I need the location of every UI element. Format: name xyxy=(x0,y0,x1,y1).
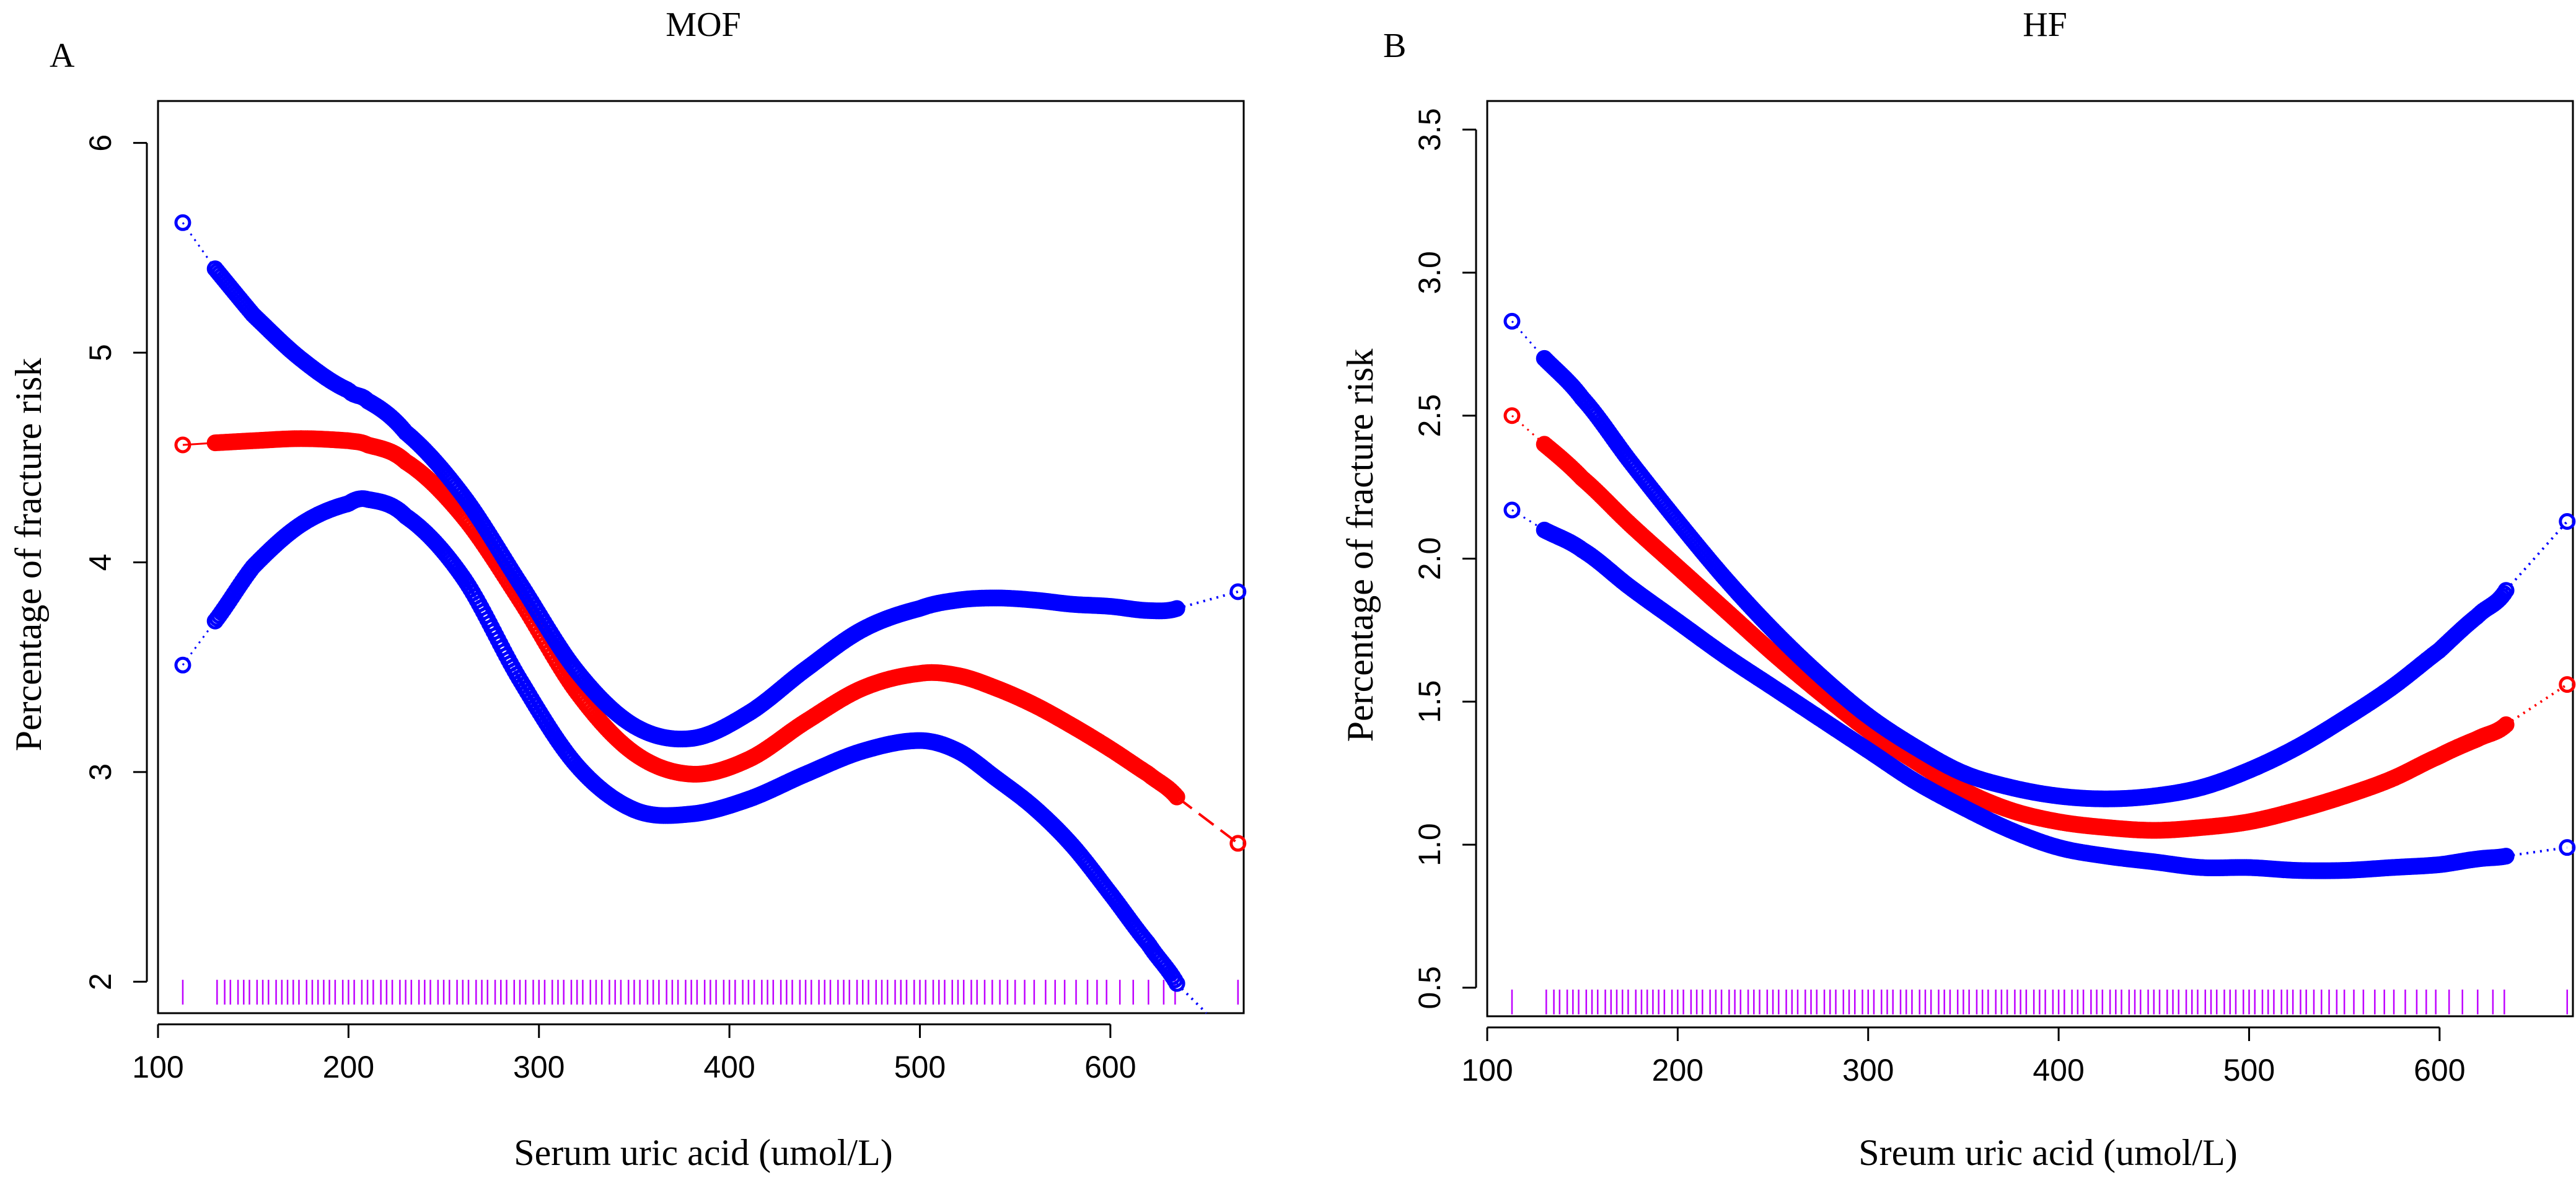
curve-connector xyxy=(2505,683,2568,726)
panel-hf: B HF Sreum uric acid (umol/L) Percentage… xyxy=(1340,6,2576,1173)
curve-point xyxy=(1168,600,1185,617)
curve-connector xyxy=(1176,983,1208,1014)
curve-connector xyxy=(2506,846,2568,858)
x-tick-label-a: 100 xyxy=(132,1050,183,1084)
y-tick-label-b: 3.0 xyxy=(1412,251,1447,294)
curve-connector xyxy=(1511,415,1545,445)
lower-ci-curve-a xyxy=(174,490,1208,1014)
x-tick-label-b: 600 xyxy=(2414,1053,2465,1088)
curve-point xyxy=(174,656,191,674)
y-tick-label-b: 1.5 xyxy=(1412,680,1447,724)
y-tick-label-b: 2.5 xyxy=(1412,394,1447,437)
curve-point xyxy=(2559,839,2576,856)
x-axis-label-a: Serum uric acid (umol/L) xyxy=(514,1132,892,1173)
lower-ci-curve-b xyxy=(1503,501,2576,879)
x-tick-label-a: 500 xyxy=(894,1050,946,1084)
y-tick-label-b: 1.0 xyxy=(1412,823,1447,866)
curve-point xyxy=(2497,848,2515,865)
curve-point xyxy=(1503,501,1521,519)
rug-a xyxy=(182,980,1239,1005)
x-tick-label-b: 100 xyxy=(1461,1053,1513,1088)
x-tick-label-b: 200 xyxy=(1652,1053,1703,1088)
curve-point xyxy=(1164,784,1181,801)
curve-point xyxy=(1229,583,1247,600)
y-tick-label-a: 4 xyxy=(83,554,118,571)
upper-ci-curve-a xyxy=(174,214,1247,748)
chart-title-mof: MOF xyxy=(666,6,741,44)
x-tick-label-b: 500 xyxy=(2223,1053,2275,1088)
y-tick-label-b: 2.0 xyxy=(1412,537,1447,581)
x-tick-label-a: 300 xyxy=(513,1050,565,1084)
x-axis-label-b: Sreum uric acid (umol/L) xyxy=(1858,1132,2237,1173)
curve-connector xyxy=(1176,796,1239,845)
y-tick-label-a: 6 xyxy=(83,134,118,152)
x-tick-label-b: 400 xyxy=(2033,1053,2084,1088)
curve-point xyxy=(2497,582,2515,599)
x-tick-label-a: 400 xyxy=(703,1050,755,1084)
y-tick-label-b: 0.5 xyxy=(1412,966,1447,1009)
panel-letter-b: B xyxy=(1383,27,1406,65)
y-axis-label-b: Percentage of fracture risk xyxy=(1340,349,1381,742)
panel-letter-a: A xyxy=(50,37,75,75)
curve-connector xyxy=(2505,521,2569,591)
curve-connector xyxy=(1176,590,1239,610)
estimate-curve-a xyxy=(174,430,1247,852)
estimate-curve-b xyxy=(1503,407,2576,839)
curve-point xyxy=(2497,716,2515,733)
panel-mof: A MOF Serum uric acid (umol/L) Percentag… xyxy=(8,6,1247,1173)
curve-point xyxy=(174,214,191,231)
rug-b xyxy=(1511,989,2569,1014)
plot-frame-b xyxy=(1486,100,2574,1018)
y-axis-label-a: Percentage of fracture risk xyxy=(8,358,49,752)
curve-point xyxy=(1168,788,1185,806)
curve-point xyxy=(1503,312,1521,330)
x-tick-label-a: 200 xyxy=(323,1050,374,1084)
y-tick-label-a: 3 xyxy=(83,763,118,781)
curve-point xyxy=(1503,407,1521,424)
curve-connector xyxy=(182,620,216,666)
curve-connector xyxy=(182,222,216,270)
y-tick-label-a: 2 xyxy=(83,973,118,990)
upper-ci-curve-b xyxy=(1503,312,2576,807)
curve-point xyxy=(1229,835,1247,852)
y-tick-label-a: 5 xyxy=(83,344,118,361)
x-tick-label-b: 300 xyxy=(1842,1053,1894,1088)
chart-title-hf: HF xyxy=(2023,6,2067,44)
plot-frame-a xyxy=(157,100,1245,1014)
y-tick-label-b: 3.5 xyxy=(1412,108,1447,151)
curve-point xyxy=(2559,512,2576,530)
x-tick-label-a: 600 xyxy=(1084,1050,1136,1084)
curve-point xyxy=(1168,975,1185,992)
curve-point xyxy=(2559,676,2576,693)
